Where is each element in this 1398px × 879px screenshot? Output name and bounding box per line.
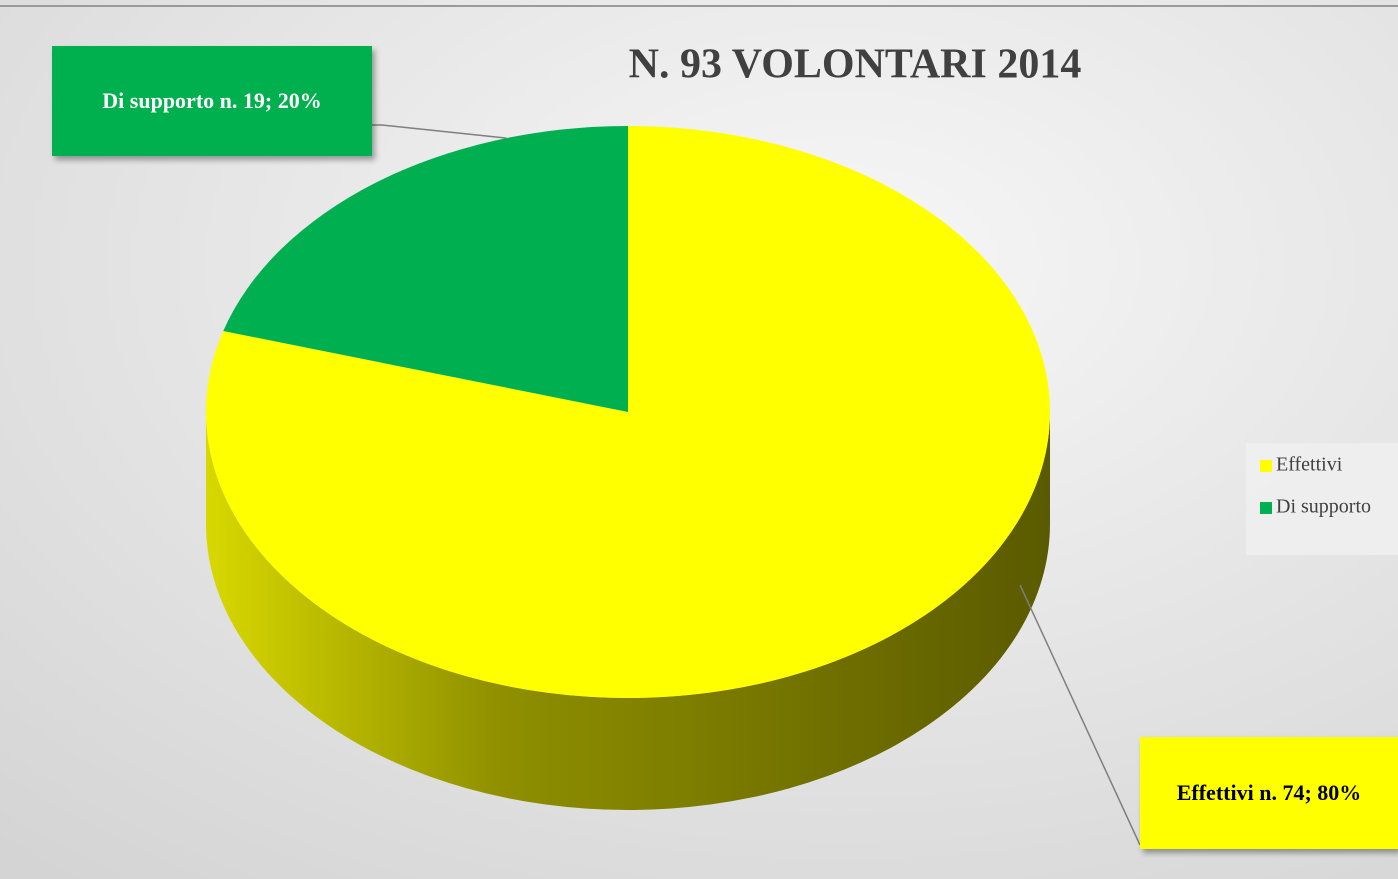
chart-title: N. 93 VOLONTARI 2014 [629, 42, 1082, 88]
legend-swatch [1260, 502, 1272, 514]
data-labels: Effettivi n. 74; 80% Di supporto n. 19; 2… [52, 46, 1398, 849]
data-label: Di supporto n. 19; 20% [102, 88, 321, 113]
legend: Effettivi Di supporto [1246, 443, 1398, 555]
data-label-box [52, 46, 372, 156]
data-label-box [1140, 737, 1398, 849]
pie-side [206, 412, 1050, 810]
leader-line [372, 124, 507, 139]
data-label: Effettivi n. 74; 80% [1177, 780, 1362, 805]
pie [205, 126, 1051, 810]
legend-label: Effettivi [1276, 454, 1343, 476]
pie-slice [223, 126, 629, 412]
legend-swatch [1260, 460, 1272, 472]
legend-label: Di supporto [1276, 496, 1371, 518]
leader-line [1019, 584, 1141, 846]
